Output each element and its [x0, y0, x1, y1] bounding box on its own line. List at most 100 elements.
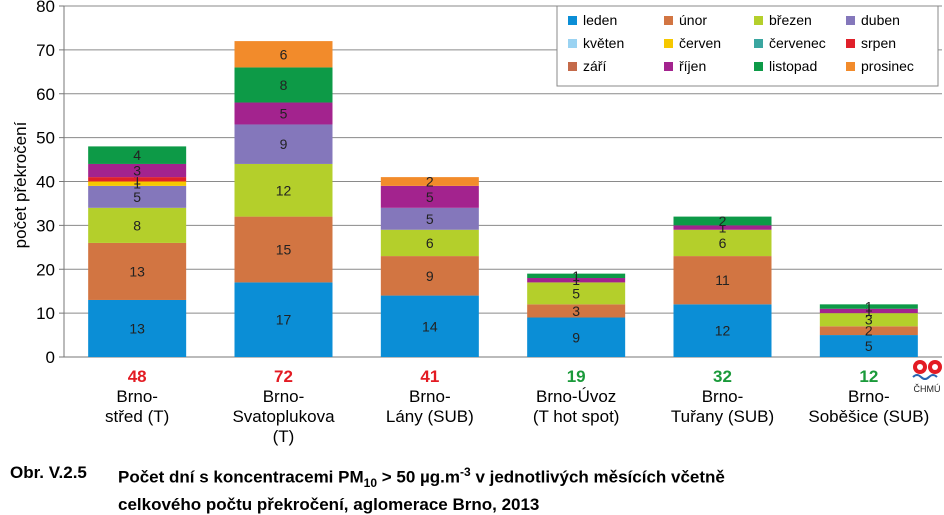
bar-value-label: 2: [865, 323, 873, 339]
bar-segment: [88, 185, 187, 208]
bar-value-label: 5: [133, 189, 141, 205]
y-tick-label: 50: [36, 129, 55, 148]
category-total: 19: [567, 367, 586, 386]
bar-segment: [88, 207, 187, 243]
bar-value-label: 9: [280, 136, 288, 152]
bar-segment: [88, 242, 187, 300]
category-label: Lány (SUB): [386, 407, 474, 426]
logo-circle: [932, 364, 938, 370]
legend-label: srpen: [861, 35, 896, 51]
bar-value-label: 1: [133, 176, 141, 192]
bar-segment: [527, 278, 626, 283]
bar-segment: [673, 225, 772, 230]
category-total: 72: [274, 367, 293, 386]
bar-value-label: 9: [572, 329, 580, 345]
legend-swatch: [846, 16, 855, 25]
bar-segment: [234, 216, 333, 283]
bar-value-label: 1: [865, 299, 873, 315]
category-label: Brno-: [263, 387, 305, 406]
bar-segment: [88, 163, 187, 178]
legend-swatch: [568, 39, 577, 48]
bar-segment: [234, 102, 333, 125]
bar-segment: [380, 256, 479, 296]
category-label: Brno-: [848, 387, 890, 406]
bar-segment: [88, 181, 187, 186]
y-tick-label: 0: [46, 348, 55, 367]
bar-segment: [819, 326, 918, 336]
bar-segment: [234, 41, 333, 68]
legend-label: duben: [861, 12, 900, 28]
legend-swatch: [754, 39, 763, 48]
legend-label: prosinec: [861, 58, 914, 74]
y-tick-label: 60: [36, 85, 55, 104]
caption-number: Obr. V.2.5: [10, 463, 87, 482]
bar-value-label: 2: [719, 213, 727, 229]
y-tick-label: 20: [36, 260, 55, 279]
legend-label: květen: [583, 35, 624, 51]
bar-segment: [673, 256, 772, 305]
category-label: (T hot spot): [533, 407, 620, 426]
bar-value-label: 5: [572, 285, 580, 301]
category-label: (T): [273, 427, 295, 446]
bar-segment: [819, 313, 918, 327]
bar-segment: [819, 335, 918, 357]
y-tick-label: 30: [36, 216, 55, 235]
category-label: Brno-: [116, 387, 158, 406]
bar-value-label: 4: [133, 147, 141, 163]
bar-value-label: 3: [572, 303, 580, 319]
bar-value-label: 15: [276, 242, 292, 258]
bar-segment: [527, 273, 626, 279]
bar-segment: [88, 177, 187, 182]
bar-value-label: 1: [133, 171, 141, 187]
legend-swatch: [754, 16, 763, 25]
y-tick-label: 40: [36, 173, 55, 192]
bar-segment: [673, 304, 772, 357]
bar-segment: [234, 282, 333, 357]
bar-value-label: 8: [133, 217, 141, 233]
legend-swatch: [846, 39, 855, 48]
logo-circle: [917, 364, 923, 370]
bar-value-label: 11: [715, 272, 730, 288]
legend-swatch: [664, 62, 673, 71]
bar-value-label: 2: [426, 174, 434, 190]
legend-swatch: [754, 62, 763, 71]
bar-segment: [673, 216, 772, 226]
bar-value-label: 12: [276, 182, 292, 198]
legend-swatch: [664, 39, 673, 48]
legend-item: prosinec: [846, 58, 914, 74]
bar-segment: [234, 124, 333, 164]
y-axis-label: počet překročení: [11, 121, 30, 248]
bar-segment: [527, 317, 626, 357]
bar-segment: [527, 304, 626, 318]
legend-item: září: [568, 58, 606, 74]
legend-swatch: [568, 16, 577, 25]
bar-segment: [380, 229, 479, 257]
bar-stack: 9 3 511: [527, 268, 626, 357]
gridlines: [64, 5, 942, 314]
legend-swatch: [664, 16, 673, 25]
bar-segment: [527, 282, 626, 305]
bar-value-label: 8: [280, 77, 288, 93]
legend-label: únor: [679, 12, 707, 28]
bar-value-label: 6: [280, 46, 288, 62]
category-label: Svatoplukova: [232, 407, 335, 426]
bar-value-label: 1: [572, 272, 580, 288]
legend: leden únor březen duben květen červen červenec…: [556, 5, 939, 87]
bar-value-label: 5: [865, 338, 873, 354]
bar-value-label: 5: [426, 211, 434, 227]
bar-value-label: 13: [129, 320, 145, 336]
category-label: Brno-: [702, 387, 744, 406]
legend-label: leden: [583, 12, 617, 28]
legend-label: březen: [769, 12, 812, 28]
y-tick-label: 70: [36, 41, 55, 60]
category-label: Brno-: [409, 387, 451, 406]
bar-segment: [819, 304, 918, 309]
bar-stack: 17 15 12 9 5 8 6: [234, 41, 333, 357]
bar-value-label: 5: [280, 105, 288, 121]
